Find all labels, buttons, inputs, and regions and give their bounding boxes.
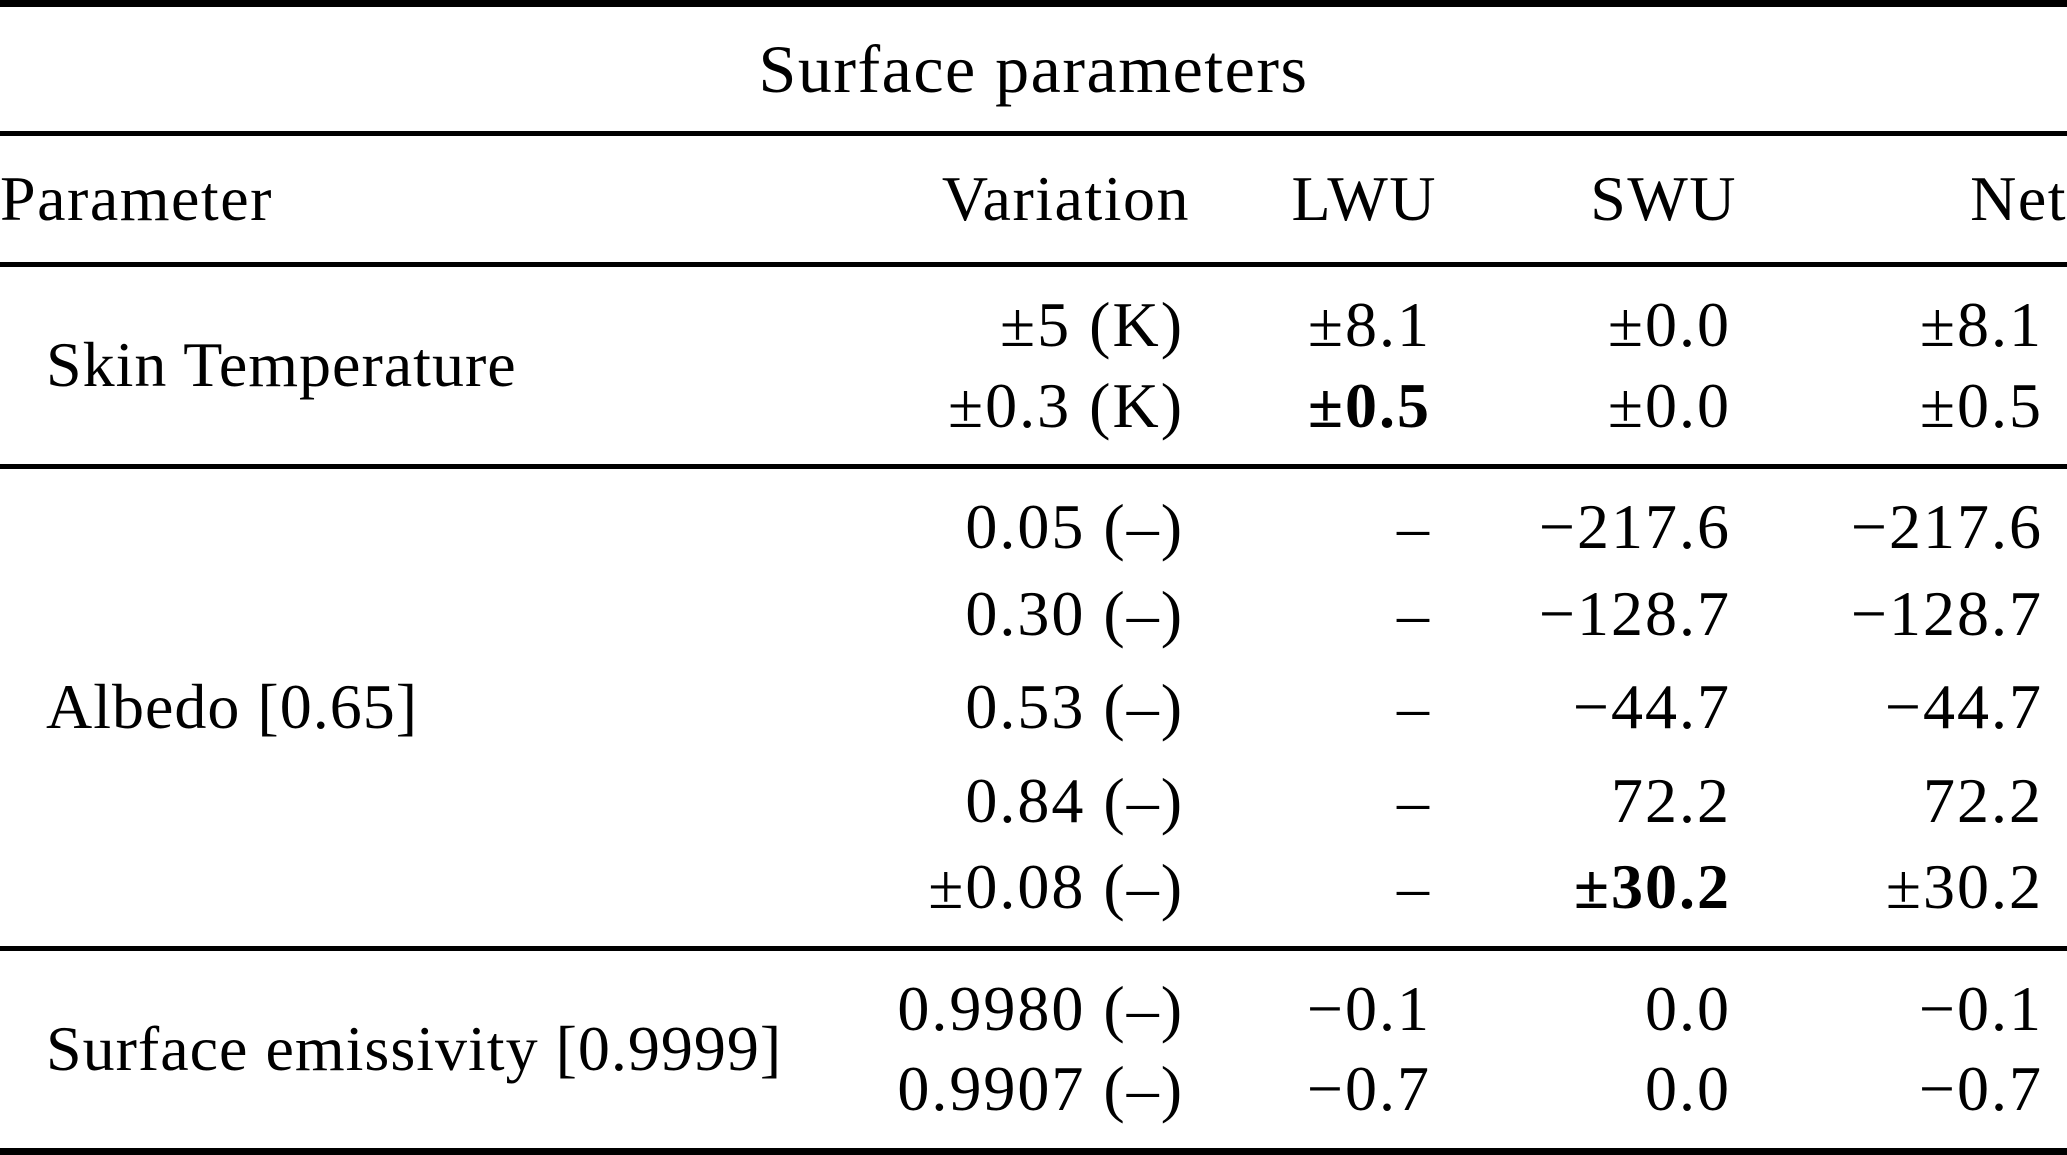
- column-header-lwu: LWU: [1190, 133, 1437, 267]
- cell-net: ±8.1: [1919, 289, 2043, 361]
- cell-lwu: −0.7: [1306, 1053, 1431, 1125]
- cell-variation: 0.9980 (–): [897, 972, 1184, 1044]
- section-surface-emissivity: Surface emissivity [0.9999] 0.9980 (–) −…: [0, 948, 2067, 1151]
- section-albedo: Albedo [0.65] 0.05 (–) – −217.6 −217.6 0…: [0, 466, 2067, 949]
- cell-swu: −44.7: [1572, 671, 1731, 743]
- table-row: 0.30 (–) – −128.7 −128.7: [0, 567, 2067, 660]
- cell-variation: 0.53 (–): [965, 671, 1184, 743]
- cell-lwu: –: [1397, 851, 1431, 923]
- parameter-label: Skin Temperature: [46, 329, 517, 401]
- cell-swu: ±0.0: [1607, 289, 1731, 361]
- cell-net: ±30.2: [1885, 851, 2043, 923]
- cell-variation: ±0.08 (–): [928, 851, 1184, 923]
- cell-net: ±0.5: [1919, 369, 2043, 441]
- cell-lwu: –: [1397, 577, 1431, 649]
- cell-swu: 72.2: [1611, 764, 1731, 836]
- table-row: 0.9907 (–) −0.7 0.0 −0.7: [0, 1049, 2067, 1151]
- table-row: 0.53 (–) – −44.7 −44.7: [0, 661, 2067, 754]
- column-header-swu: SWU: [1437, 133, 1737, 267]
- parameter-label: Albedo [0.65]: [46, 671, 419, 743]
- section-skin-temperature: Skin Temperature ±5 (K) ±8.1 ±0.0 ±8.1 ±…: [0, 265, 2067, 467]
- column-header-parameter: Parameter: [0, 133, 855, 267]
- table-header-row: Parameter Variation LWU SWU Net: [0, 133, 2067, 267]
- cell-variation: ±5 (K): [1000, 289, 1184, 361]
- cell-swu: 0.0: [1645, 1053, 1731, 1125]
- cell-lwu: –: [1397, 490, 1431, 562]
- cell-swu: −217.6: [1538, 490, 1731, 562]
- cell-lwu: –: [1397, 764, 1431, 836]
- table-title: Surface parameters: [0, 3, 2067, 136]
- cell-variation: 0.84 (–): [965, 764, 1184, 836]
- table-row: Albedo [0.65] 0.05 (–) – −217.6 −217.6: [0, 466, 2067, 742]
- cell-variation: 0.05 (–): [965, 490, 1184, 562]
- cell-swu: 0.0: [1645, 972, 1731, 1044]
- cell-variation: 0.30 (–): [965, 577, 1184, 649]
- cell-net: −128.7: [1850, 577, 2043, 649]
- cell-swu: ±30.2: [1573, 851, 1731, 923]
- cell-net: −0.7: [1918, 1053, 2043, 1125]
- cell-swu: ±0.0: [1607, 369, 1731, 441]
- cell-lwu: ±8.1: [1307, 289, 1431, 361]
- cell-variation: ±0.3 (K): [948, 369, 1184, 441]
- cell-net: −217.6: [1850, 490, 2043, 562]
- column-header-variation: Variation: [855, 133, 1190, 267]
- parameter-label: Surface emissivity [0.9999]: [46, 1013, 783, 1085]
- table-title-row: Surface parameters: [0, 3, 2067, 136]
- table-row: Skin Temperature ±5 (K) ±8.1 ±0.0 ±8.1: [0, 265, 2067, 400]
- table-row: ±0.3 (K) ±0.5 ±0.0 ±0.5: [0, 365, 2067, 466]
- cell-net: 72.2: [1923, 764, 2043, 836]
- cell-lwu: −0.1: [1306, 972, 1431, 1044]
- column-header-net: Net: [1737, 133, 2067, 267]
- cell-net: −44.7: [1884, 671, 2043, 743]
- cell-variation: 0.9907 (–): [897, 1053, 1184, 1125]
- cell-lwu: –: [1397, 671, 1431, 743]
- cell-net: −0.1: [1918, 972, 2043, 1044]
- table-row: Surface emissivity [0.9999] 0.9980 (–) −…: [0, 948, 2067, 1084]
- cell-swu: −128.7: [1538, 577, 1731, 649]
- table-row: ±0.08 (–) – ±30.2 ±30.2: [0, 847, 2067, 948]
- table-row: 0.84 (–) – 72.2 72.2: [0, 754, 2067, 847]
- cell-lwu: ±0.5: [1307, 369, 1431, 441]
